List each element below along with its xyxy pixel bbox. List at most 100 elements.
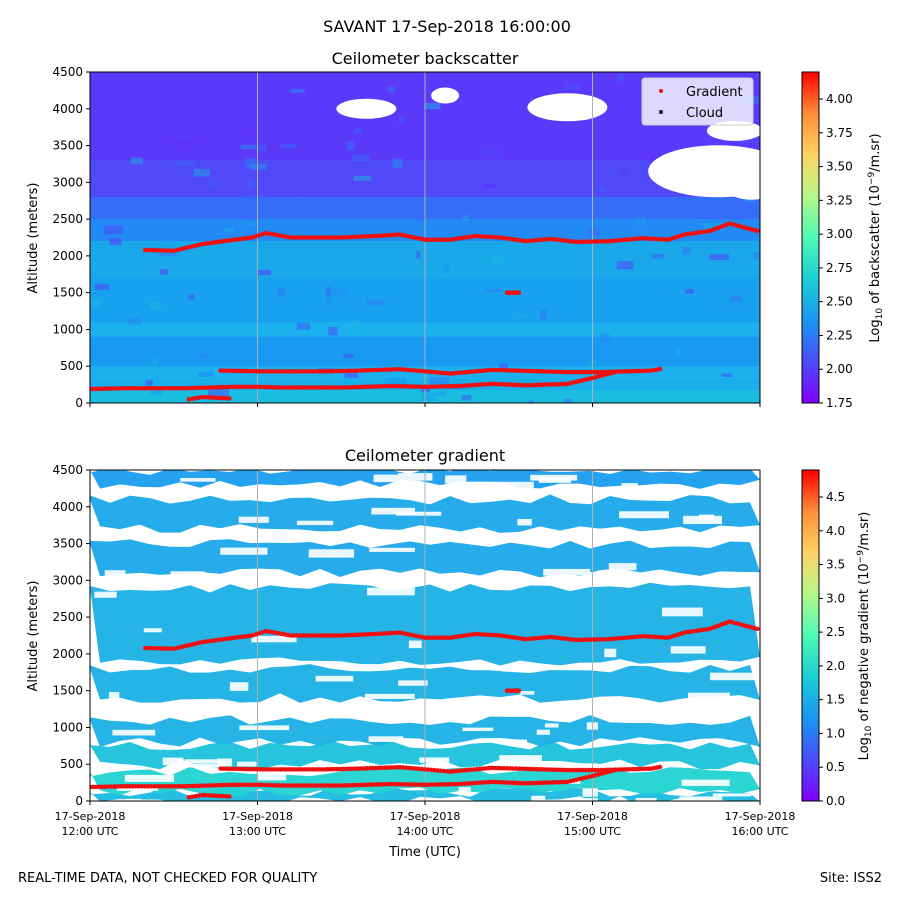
backscatter-texture — [296, 322, 311, 330]
backscatter-texture — [352, 154, 371, 162]
backscatter-cb-tick-label: 3.50 — [826, 160, 853, 174]
gradient-gap — [589, 572, 638, 577]
gradient-gap — [125, 798, 141, 801]
backscatter-texture — [635, 217, 646, 226]
backscatter-texture — [280, 144, 297, 148]
backscatter-texture — [619, 168, 629, 176]
backscatter-gradient-marker — [227, 396, 232, 401]
backscatter-ytick-label: 500 — [60, 359, 83, 373]
gradient-panel: Ceilometer gradient 0 500 1000 1500 2000 2500… — [26, 446, 874, 860]
gradient-xtick-time: 15:00 UTC — [564, 825, 621, 838]
backscatter-texture — [424, 102, 441, 110]
backscatter-ytick-label: 2000 — [52, 249, 83, 263]
backscatter-texture — [243, 128, 252, 132]
gradient-gap — [408, 640, 422, 649]
gradient-gap — [124, 774, 175, 782]
backscatter-texture — [350, 320, 360, 330]
gradient-cb-tick-label: 2.0 — [826, 659, 845, 673]
backscatter-texture — [179, 163, 195, 174]
gradient-xtick-time: 14:00 UTC — [396, 825, 453, 838]
backscatter-cb-tick-label: 2.00 — [826, 362, 853, 376]
gradient-gap — [308, 549, 355, 558]
backscatter-texture — [721, 373, 733, 377]
backscatter-texture — [130, 157, 143, 165]
figure-suptitle: SAVANT 17-Sep-2018 16:00:00 — [323, 17, 571, 36]
backscatter-cb-tick-label: 1.75 — [826, 396, 853, 410]
gradient-ytick-label: 1500 — [52, 684, 83, 698]
backscatter-gradient-marker — [612, 369, 617, 375]
backscatter-texture — [346, 141, 354, 150]
gradient-xtick-date: 17-Sep-2018 — [222, 810, 293, 823]
gradient-title: Ceilometer gradient — [345, 446, 505, 465]
gradient-marker — [612, 767, 617, 773]
gradient-colorbar: 0.0 0.5 1.0 1.5 2.0 2.5 3.0 3.5 4.0 4.5 Log10 of … — [801, 469, 874, 808]
backscatter-texture — [564, 84, 580, 91]
gradient-gap — [580, 798, 598, 801]
backscatter-colorbar: 1.75 2.00 2.25 2.50 2.75 3.00 3.25 3.50 3.75 4.00… — [801, 71, 885, 410]
backscatter-texture — [325, 288, 348, 297]
gradient-cb-tick-label: 2.5 — [826, 625, 845, 639]
gradient-gap — [517, 519, 532, 526]
gradient-gap — [462, 727, 494, 731]
gradient-xlabel: Time (UTC) — [388, 845, 461, 860]
backscatter-texture — [328, 326, 338, 336]
legend-cloud-label: Cloud — [686, 106, 723, 121]
gradient-gap — [251, 635, 297, 643]
gradient-gap — [398, 680, 428, 686]
gradient-cb-label-part2: of negative gradient (10 — [857, 563, 872, 725]
backscatter-ytick-label: 4500 — [52, 65, 83, 79]
backscatter-texture — [434, 391, 446, 396]
backscatter-texture — [482, 184, 496, 188]
backscatter-texture — [598, 186, 605, 192]
backscatter-texture — [616, 261, 634, 270]
backscatter-cb-tick-label: 3.75 — [826, 126, 853, 140]
footer-disclaimer: REAL-TIME DATA, NOT CHECKED FOR QUALITY — [18, 871, 317, 886]
backscatter-cb-tick-label: 2.75 — [826, 261, 853, 275]
backscatter-texture — [518, 314, 529, 318]
gradient-gap — [756, 772, 760, 778]
backscatter-texture — [485, 288, 501, 293]
gradient-gap — [712, 793, 752, 797]
gradient-gap — [256, 772, 287, 781]
backscatter-texture — [398, 116, 405, 123]
backscatter-title: Ceilometer backscatter — [332, 49, 519, 68]
gradient-gap — [584, 763, 598, 769]
backscatter-texture — [418, 217, 425, 223]
gradient-gap — [94, 591, 117, 598]
backscatter-texture — [94, 283, 110, 290]
gradient-ytick-label: 500 — [60, 757, 83, 771]
gradient-cb-tick-label: 1.0 — [826, 726, 845, 740]
gradient-gap — [143, 628, 162, 633]
backscatter-texture — [159, 252, 177, 257]
backscatter-colorbar-label: Log10 of backscatter (10−9/m.sr) — [867, 133, 885, 342]
backscatter-y-axis: 0 500 1000 1500 2000 2500 3000 3500 4000 4500 — [52, 65, 90, 410]
gradient-marker — [657, 764, 663, 770]
gradient-gap — [162, 757, 184, 766]
gradient-gap — [544, 723, 559, 728]
gradient-colorbar-label: Log10 of negative gradient (10−9/m.sr) — [856, 512, 874, 761]
backscatter-cb-tick-label: 3.25 — [826, 193, 853, 207]
gradient-gap — [236, 761, 257, 767]
backscatter-cb-tick-label: 3.00 — [826, 227, 853, 241]
gradient-gap — [486, 481, 534, 490]
footer-site: Site: ISS2 — [820, 871, 882, 886]
backscatter-texture — [128, 318, 141, 325]
backscatter-texture — [258, 144, 267, 152]
backscatter-ytick-label: 0 — [75, 396, 83, 410]
gradient-cb-label-part3: −9 — [856, 550, 866, 564]
gradient-gap — [419, 757, 450, 763]
backscatter-texture — [245, 221, 256, 227]
backscatter-colorbar-ticks: 1.75 2.00 2.25 2.50 2.75 3.00 3.25 3.50 3.75 4.00 — [819, 92, 853, 410]
gradient-xtick-date: 17-Sep-2018 — [557, 810, 628, 823]
backscatter-texture — [354, 128, 363, 134]
backscatter-texture — [173, 140, 194, 146]
backscatter-texture — [148, 356, 160, 366]
gradient-panel-markers — [90, 619, 760, 800]
gradient-gap — [367, 587, 415, 596]
backscatter-texture — [325, 287, 332, 297]
backscatter-texture — [344, 373, 359, 378]
gradient-gap — [458, 787, 471, 796]
backscatter-missing-patch — [431, 87, 460, 104]
gradient-ytick-label: 2000 — [52, 647, 83, 661]
backscatter-cb-tick-label: 2.50 — [826, 295, 853, 309]
